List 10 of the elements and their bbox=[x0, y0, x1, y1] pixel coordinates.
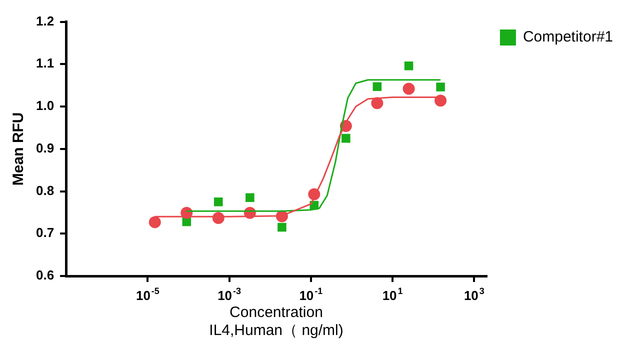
y-tick-label: 0.9 bbox=[36, 140, 54, 156]
y-tick-label: 0.8 bbox=[36, 182, 54, 198]
y-tick-label: 1.1 bbox=[36, 56, 54, 71]
y-tick-label: 1.0 bbox=[36, 98, 54, 114]
y-tick-label: 1.2 bbox=[36, 13, 54, 28]
y-axis-title: Mean RFU bbox=[10, 112, 28, 186]
x-axis-title: Concentration IL4,Human（ ng/ml) bbox=[209, 304, 344, 340]
legend-label: Competitor#1 bbox=[522, 28, 614, 46]
y-tick-label: 0.7 bbox=[36, 225, 54, 240]
y-tick-label: 0.6 bbox=[36, 268, 54, 283]
